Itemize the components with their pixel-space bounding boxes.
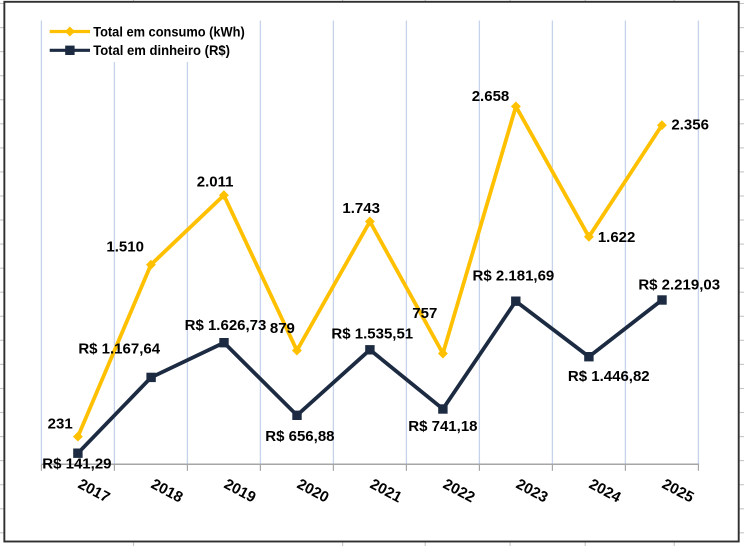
svg-text:757: 757 xyxy=(412,305,437,322)
svg-text:231: 231 xyxy=(48,416,73,433)
svg-text:1.510: 1.510 xyxy=(106,238,144,255)
svg-text:R$ 741,18: R$ 741,18 xyxy=(408,418,477,435)
svg-text:Total em dinheiro (R$): Total em dinheiro (R$) xyxy=(93,42,230,58)
svg-text:879: 879 xyxy=(270,320,295,337)
svg-text:Total em consumo (kWh): Total em consumo (kWh) xyxy=(93,23,245,39)
svg-text:1.622: 1.622 xyxy=(598,229,636,246)
svg-text:1.743: 1.743 xyxy=(342,200,380,217)
svg-text:R$ 1.626,73: R$ 1.626,73 xyxy=(185,317,267,334)
svg-text:R$ 1.167,64: R$ 1.167,64 xyxy=(78,341,160,358)
svg-text:R$ 2.181,69: R$ 2.181,69 xyxy=(473,267,555,284)
svg-text:R$ 2.219,03: R$ 2.219,03 xyxy=(638,277,720,294)
svg-text:2.658: 2.658 xyxy=(472,88,510,105)
svg-text:R$ 1.446,82: R$ 1.446,82 xyxy=(568,368,650,385)
svg-text:R$ 141,29: R$ 141,29 xyxy=(42,455,111,472)
svg-text:R$ 1.535,51: R$ 1.535,51 xyxy=(331,326,413,343)
svg-text:2.011: 2.011 xyxy=(197,173,234,190)
svg-text:R$ 656,88: R$ 656,88 xyxy=(265,428,334,445)
svg-text:2.356: 2.356 xyxy=(671,117,709,134)
